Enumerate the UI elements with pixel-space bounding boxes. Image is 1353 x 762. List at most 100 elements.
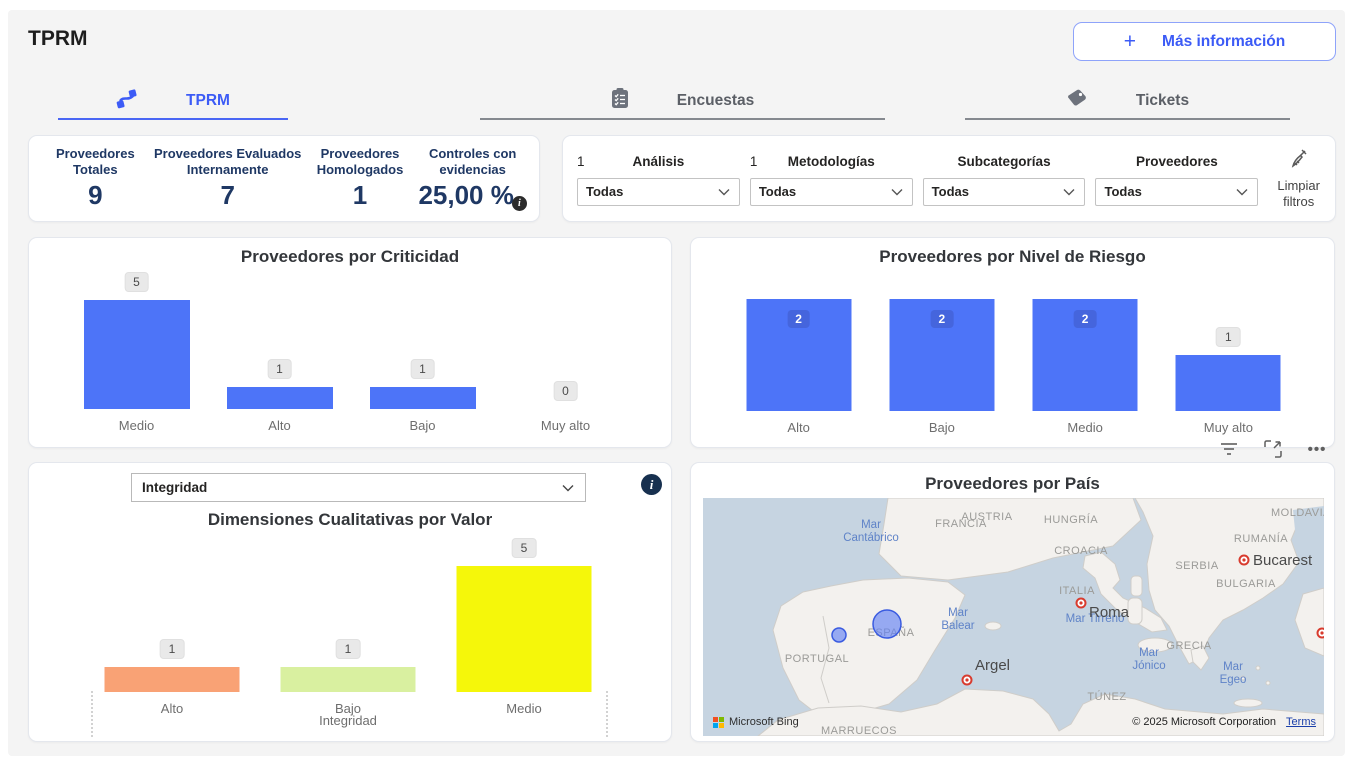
chevron-down-icon	[890, 185, 904, 199]
bar-chart-dimensiones[interactable]: 1Alto1Bajo5Medio	[84, 536, 612, 722]
bar-chart-criticidad[interactable]: 5Medio1Alto 1 Bajo0Muy alto	[65, 269, 637, 439]
bar-column[interactable]: 1 Bajo	[351, 269, 494, 439]
kpi-label: Proveedores Evaluados Internamente	[152, 146, 304, 179]
broom-icon	[1287, 146, 1311, 170]
copyright-text: © 2025 Microsoft Corporation	[1132, 716, 1276, 728]
more-options-icon[interactable]: •••	[1304, 436, 1330, 462]
kpi-proveedores-homologados: Proveedores Homologados 1	[304, 146, 417, 212]
data-label: 2	[1074, 310, 1097, 328]
chart-title: Proveedores por Nivel de Riesgo	[691, 247, 1334, 267]
bar-chart-riesgo[interactable]: 2Alto2Bajo2Medio1Muy alto	[727, 266, 1300, 441]
bar-column[interactable]: 5Medio	[436, 536, 612, 722]
country-label: HUNGRÍA	[1044, 513, 1098, 526]
data-label: 1	[160, 639, 185, 659]
analisis-dropdown[interactable]: Todas	[577, 178, 740, 206]
info-icon[interactable]: i	[641, 474, 662, 495]
tab-tickets[interactable]: Tickets	[965, 82, 1290, 120]
data-label: 5	[512, 538, 537, 558]
bar-column[interactable]: 1Bajo	[260, 536, 436, 722]
page-title: TPRM	[28, 27, 88, 51]
country-label: GRECIA	[1166, 640, 1211, 652]
scroll-guide-left	[91, 691, 93, 737]
city-label: Bucarest	[1253, 552, 1313, 569]
bar[interactable]	[105, 667, 240, 692]
sea-label: Mar	[948, 607, 968, 619]
city-label: Argel	[975, 657, 1010, 674]
kpi-card: Proveedores Totales 9 Proveedores Evalua…	[28, 135, 540, 222]
more-info-label: Más información	[1162, 33, 1285, 51]
filter-metodologias: 1 Metodologías Todas	[750, 152, 913, 206]
visual-header-toolbar: •••	[1216, 436, 1330, 462]
sea-label: Egeo	[1220, 674, 1247, 686]
bar-column[interactable]: 2Medio	[1014, 266, 1157, 441]
bar-column[interactable]: 2Alto	[727, 266, 870, 441]
bar[interactable]	[457, 566, 592, 692]
bar[interactable]	[370, 387, 476, 409]
microsoft-logo-icon	[713, 717, 724, 728]
tag-icon	[1066, 89, 1088, 114]
map-bubble	[832, 628, 846, 642]
data-label: 2	[931, 310, 954, 328]
bar-column[interactable]: 1Alto	[208, 269, 351, 439]
dropdown-value: Integridad	[142, 480, 561, 495]
map-card-pais: Proveedores por País	[690, 462, 1335, 742]
dropdown-value: Todas	[586, 184, 717, 199]
focus-mode-icon[interactable]	[1260, 436, 1286, 462]
sea-label: Mar	[1139, 647, 1159, 659]
subcategorias-dropdown[interactable]: Todas	[923, 178, 1086, 206]
bar-column[interactable]: 5Medio	[65, 269, 208, 439]
dimension-dropdown[interactable]: Integridad	[131, 473, 586, 502]
tab-encuestas[interactable]: Encuestas	[480, 82, 885, 120]
map-attribution: © 2025 Microsoft Corporation Terms	[1132, 716, 1316, 728]
bar[interactable]	[227, 387, 333, 409]
filter-label: Subcategorías	[953, 154, 1086, 169]
chart-card-riesgo: Proveedores por Nivel de Riesgo 2Alto2Ba…	[690, 237, 1335, 448]
bar-column[interactable]: 0Muy alto	[494, 269, 637, 439]
sea-label: Balear	[941, 620, 974, 632]
kpi-value: 1	[304, 180, 417, 211]
info-icon[interactable]: i	[512, 196, 527, 211]
kpi-proveedores-evaluados: Proveedores Evaluados Internamente 7	[152, 146, 304, 212]
category-label: Alto	[727, 420, 870, 435]
metodologias-dropdown[interactable]: Todas	[750, 178, 913, 206]
kpi-value: 9	[39, 180, 152, 211]
tab-tickets-underline	[965, 118, 1290, 120]
filter-label: Proveedores	[1125, 154, 1258, 169]
chevron-down-icon	[717, 185, 731, 199]
bar[interactable]	[1176, 355, 1281, 411]
terms-link[interactable]: Terms	[1286, 716, 1316, 728]
filter-count: 1	[577, 154, 607, 169]
dropdown-value: Todas	[759, 184, 890, 199]
filter-count: 1	[750, 154, 780, 169]
bar-column[interactable]: 1Muy alto	[1157, 266, 1300, 441]
city-label: Roma	[1089, 604, 1130, 621]
category-label: Bajo	[870, 420, 1013, 435]
country-label: RUMANÍA	[1234, 532, 1288, 545]
tab-tprm[interactable]: TPRM	[58, 82, 288, 120]
more-info-button[interactable]: + Más información	[1073, 22, 1336, 61]
bar[interactable]	[84, 300, 190, 409]
tab-tprm-label: TPRM	[186, 92, 230, 110]
x-axis-title: Integridad	[84, 713, 612, 728]
clear-filters-button[interactable]: Limpiarfiltros	[1270, 146, 1327, 212]
kpi-value: 7	[152, 180, 304, 211]
filter-icon[interactable]	[1216, 436, 1242, 462]
proveedores-dropdown[interactable]: Todas	[1095, 178, 1258, 206]
filter-subcategorias: Subcategorías Todas	[923, 152, 1086, 206]
bar-column[interactable]: 2 Bajo	[870, 266, 1013, 441]
bing-map[interactable]: MarCantábricoMarBalearMar TirrenoMarJóni…	[703, 498, 1324, 736]
tab-encuestas-label: Encuestas	[677, 92, 755, 110]
clear-filters-label: Limpiarfiltros	[1270, 178, 1327, 212]
data-label: 1	[1216, 327, 1241, 347]
bar-column[interactable]: 1Alto	[84, 536, 260, 722]
country-label: BULGARIA	[1216, 578, 1276, 590]
filter-analisis: 1 Análisis Todas	[577, 152, 740, 206]
category-label: Bajo	[351, 418, 494, 433]
chart-card-criticidad: Proveedores por Criticidad 5Medio1Alto1B…	[28, 237, 672, 448]
data-label: 1	[410, 359, 435, 379]
sea-label: Cantábrico	[843, 532, 899, 544]
chevron-down-icon	[1235, 185, 1249, 199]
chart-title: Proveedores por País	[691, 474, 1334, 494]
chart-card-dimensiones: Integridad i Dimensiones Cualitativas po…	[28, 462, 672, 742]
bar[interactable]	[281, 667, 416, 692]
